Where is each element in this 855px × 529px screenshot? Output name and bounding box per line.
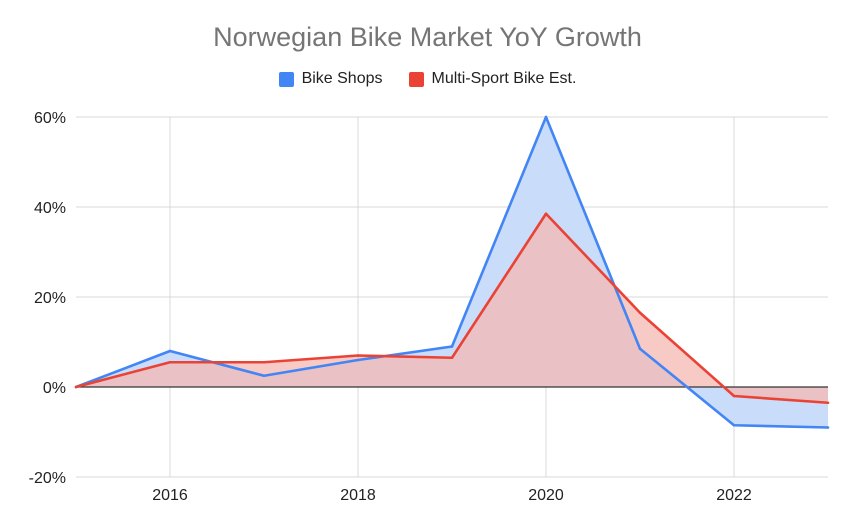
data-point-1-6 <box>638 311 642 315</box>
legend: Bike Shops Multi-Sport Bike Est. <box>0 70 855 88</box>
data-point-0-3 <box>356 358 360 362</box>
x-tick-label: 2016 <box>152 487 188 504</box>
data-point-0-6 <box>638 347 642 351</box>
legend-swatch-multi-sport <box>408 71 424 87</box>
data-point-0-4 <box>450 345 454 348</box>
y-tick-label: 20% <box>34 290 66 307</box>
x-tick-label: 2018 <box>340 487 376 504</box>
series-area-1 <box>76 213 828 403</box>
data-point-1-2 <box>262 360 266 364</box>
y-tick-label: 60% <box>34 110 66 127</box>
y-tick-label: 40% <box>34 200 66 217</box>
chart-title: Norwegian Bike Market YoY Growth <box>213 22 642 52</box>
data-point-1-7 <box>732 394 736 398</box>
data-point-1-1 <box>168 360 172 364</box>
data-point-1-3 <box>356 354 360 357</box>
data-point-1-0 <box>74 385 78 389</box>
legend-item-bike-shops[interactable]: Bike Shops <box>278 70 383 88</box>
x-tick-label: 2022 <box>716 487 752 504</box>
data-point-1-5 <box>544 212 548 216</box>
data-point-0-5 <box>544 115 548 119</box>
legend-item-multi-sport[interactable]: Multi-Sport Bike Est. <box>408 70 577 88</box>
y-tick-label: 0% <box>43 380 66 397</box>
legend-swatch-bike-shops <box>278 71 294 87</box>
legend-label-multi-sport: Multi-Sport Bike Est. <box>431 70 577 87</box>
data-point-0-7 <box>732 423 736 427</box>
data-point-0-2 <box>262 374 266 378</box>
data-point-1-4 <box>450 356 454 360</box>
legend-label-bike-shops: Bike Shops <box>301 70 383 87</box>
y-tick-label: -20% <box>29 470 66 487</box>
data-point-0-1 <box>168 349 172 353</box>
data-point-0-8 <box>826 426 830 429</box>
data-point-1-8 <box>826 401 830 405</box>
x-tick-label: 2020 <box>528 487 564 504</box>
